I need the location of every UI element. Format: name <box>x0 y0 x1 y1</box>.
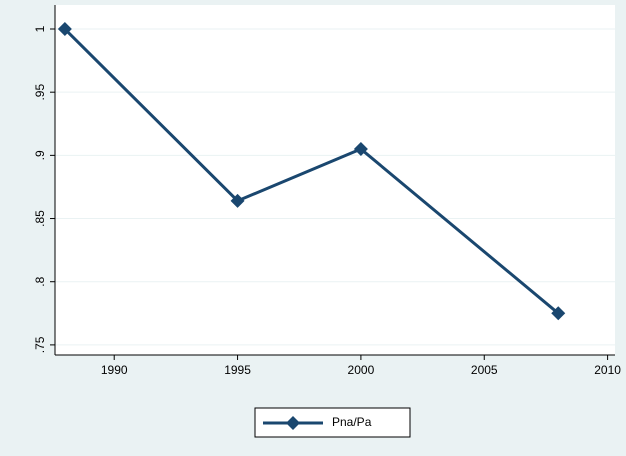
x-tick-label: 2010 <box>594 363 621 377</box>
y-tick-label: .75 <box>33 336 47 353</box>
marker <box>353 142 368 157</box>
series-line <box>63 27 560 315</box>
x-tick-label: 1995 <box>224 363 251 377</box>
marker <box>230 193 245 208</box>
y-tick-label: 1 <box>33 25 47 32</box>
y-tick-label: .95 <box>33 84 47 101</box>
x-tick-label: 2005 <box>471 363 498 377</box>
legend-marker <box>286 416 300 430</box>
plot-area <box>55 5 615 355</box>
marker <box>57 22 72 37</box>
legend-label: Pna/Pa <box>332 415 372 429</box>
x-tick-label: 1990 <box>101 363 128 377</box>
y-tick-label: .9 <box>33 150 47 160</box>
marker <box>551 306 566 321</box>
y-tick-label: .85 <box>33 210 47 227</box>
y-tick-label: .8 <box>33 276 47 286</box>
x-tick-label: 2000 <box>348 363 375 377</box>
